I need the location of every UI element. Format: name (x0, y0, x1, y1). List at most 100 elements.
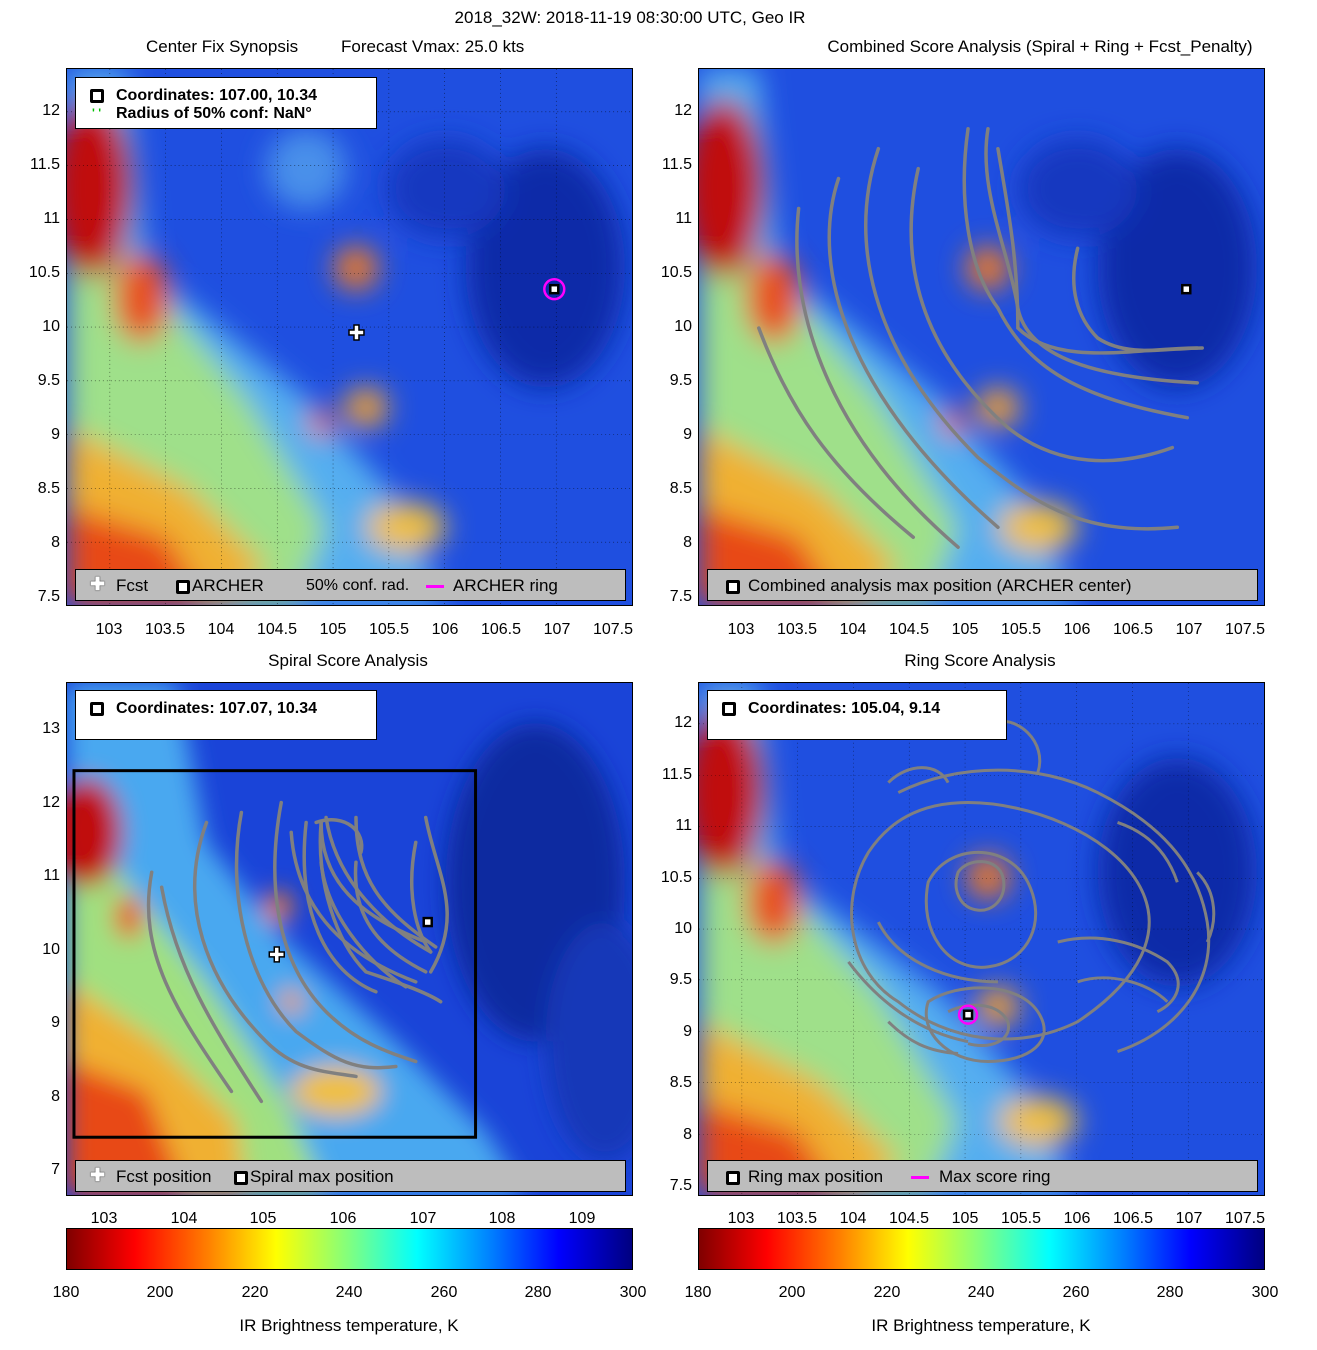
tr-xtick: 105.5 (1000, 621, 1042, 638)
bl-max-marker (422, 916, 433, 928)
bl-xtick: 107 (409, 1210, 437, 1227)
tl-ytick: 10.5 (28, 264, 60, 281)
br-xtick: 105 (951, 1210, 979, 1227)
right-cb-tick: 220 (873, 1284, 901, 1301)
bl-legend: ✚ Fcst position Spiral max position (75, 1160, 626, 1192)
br-grid (699, 683, 1264, 1195)
tl-info-radius: Radius of 50% conf: NaN° (116, 105, 312, 122)
bl-info-box: Coordinates: 107.07, 10.34 (75, 690, 377, 740)
tl-axes: Coordinates: 107.00, 10.34 ' ' Radius of… (66, 68, 633, 606)
br-legend: Ring max position Max score ring (707, 1160, 1258, 1192)
br-ytick: 11 (675, 817, 692, 834)
tr-xtick: 106.5 (1112, 621, 1154, 638)
br-xtick: 107.5 (1224, 1210, 1266, 1227)
tr-ytick: 9 (683, 426, 692, 443)
left-cb-tick: 200 (146, 1284, 174, 1301)
bl-ytick: 13 (42, 720, 60, 737)
tl-ytick: 8 (51, 534, 60, 551)
br-ytick: 9 (683, 1023, 692, 1040)
bl-fcst-marker (268, 946, 285, 963)
tr-spiral-contours (757, 127, 1204, 549)
br-legend-marker: Ring max position (748, 1167, 884, 1186)
left-cb-tick: 220 (241, 1284, 269, 1301)
bl-xtick: 105 (249, 1210, 277, 1227)
tl-xtick: 103.5 (144, 621, 186, 638)
br-info-box: Coordinates: 105.04, 9.14 (707, 690, 1007, 740)
tr-ytick: 11.5 (662, 156, 692, 173)
bl-legend-max: Spiral max position (250, 1167, 394, 1186)
bl-legend-fcst: Fcst position (116, 1167, 212, 1186)
br-xtick: 103 (727, 1210, 755, 1227)
right-cb-tick: 300 (1251, 1284, 1279, 1301)
tr-legend-square-icon (726, 579, 740, 594)
tl-ytick: 11.5 (30, 156, 60, 173)
tl-legend-ring: ARCHER ring (453, 576, 558, 595)
tl-xtick: 104.5 (256, 621, 298, 638)
bl-axes: Coordinates: 107.07, 10.34 ✚ Fcst positi… (66, 682, 633, 1196)
br-xtick: 104.5 (888, 1210, 930, 1227)
tr-xtick: 106 (1063, 621, 1091, 638)
br-max-score-ring (957, 1004, 979, 1025)
bl-ytick: 12 (42, 794, 60, 811)
br-info-square-icon (722, 701, 736, 716)
tr-xtick: 104 (839, 621, 867, 638)
tl-xtick: 105.5 (368, 621, 410, 638)
right-cb-tick: 280 (1156, 1284, 1184, 1301)
bl-xtick: 104 (170, 1210, 198, 1227)
br-ytick: 10 (674, 920, 692, 937)
tl-legend-cross-icon: ✚ (90, 574, 106, 594)
right-colorbar (698, 1228, 1265, 1270)
tl-info-square-icon (90, 88, 104, 103)
br-xtick: 106 (1063, 1210, 1091, 1227)
tr-legend: Combined analysis max position (ARCHER c… (707, 569, 1258, 601)
bl-xtick: 103 (90, 1210, 118, 1227)
tr-xtick: 103.5 (776, 621, 818, 638)
br-xtick: 105.5 (1000, 1210, 1042, 1227)
bl-ytick: 10 (42, 941, 60, 958)
tl-legend-square-icon (176, 579, 190, 594)
br-title: Ring Score Analysis (904, 651, 1056, 670)
bl-xtick: 109 (568, 1210, 596, 1227)
tl-info-coordinates: Coordinates: 107.00, 10.34 (116, 87, 317, 104)
tl-info-box: Coordinates: 107.00, 10.34 ' ' Radius of… (75, 77, 377, 129)
bl-info-square-icon (90, 701, 104, 716)
br-ytick: 11.5 (662, 766, 692, 783)
tl-xtick: 106 (431, 621, 459, 638)
tl-subtitle: Forecast Vmax: 25.0 kts (341, 37, 525, 56)
tl-legend-ring-line-icon (426, 585, 444, 588)
left-cb-tick: 300 (619, 1284, 647, 1301)
tl-xtick: 103 (95, 621, 123, 638)
tr-legend-label: Combined analysis max position (ARCHER c… (748, 576, 1132, 595)
tr-title: Combined Score Analysis (Spiral + Ring +… (827, 37, 1253, 56)
br-info-coordinates: Coordinates: 105.04, 9.14 (748, 700, 941, 717)
tr-xtick: 107 (1175, 621, 1203, 638)
bl-spiral-contours (146, 800, 449, 1104)
tr-xtick: 104.5 (888, 621, 930, 638)
tl-xtick: 107 (543, 621, 571, 638)
right-cb-tick: 180 (684, 1284, 712, 1301)
br-ring-contours (847, 719, 1216, 1064)
tr-ytick: 11 (675, 210, 692, 227)
bl-search-box (72, 769, 478, 1139)
tr-xtick: 105 (951, 621, 979, 638)
tl-ytick: 11 (43, 210, 60, 227)
br-ytick: 9.5 (669, 971, 692, 988)
tr-xtick: 103 (727, 621, 755, 638)
right-cb-tick: 260 (1062, 1284, 1090, 1301)
left-colorbar (66, 1228, 633, 1270)
tr-ytick: 8.5 (669, 480, 692, 497)
br-xtick: 104 (839, 1210, 867, 1227)
left-cb-tick: 240 (335, 1284, 363, 1301)
br-ytick: 8.5 (669, 1074, 692, 1091)
tr-ytick: 8 (683, 534, 692, 551)
left-cb-tick: 280 (524, 1284, 552, 1301)
left-cb-tick: 180 (52, 1284, 80, 1301)
tl-xtick: 106.5 (480, 621, 522, 638)
tl-ytick: 9.5 (37, 372, 60, 389)
tr-ytick: 9.5 (669, 372, 692, 389)
tr-ytick: 7.5 (669, 588, 692, 605)
br-ytick: 12 (674, 714, 692, 731)
figure-title: 2018_32W: 2018-11-19 08:30:00 UTC, Geo I… (454, 8, 806, 27)
tl-xtick: 107.5 (592, 621, 634, 638)
tr-ytick: 12 (674, 102, 692, 119)
